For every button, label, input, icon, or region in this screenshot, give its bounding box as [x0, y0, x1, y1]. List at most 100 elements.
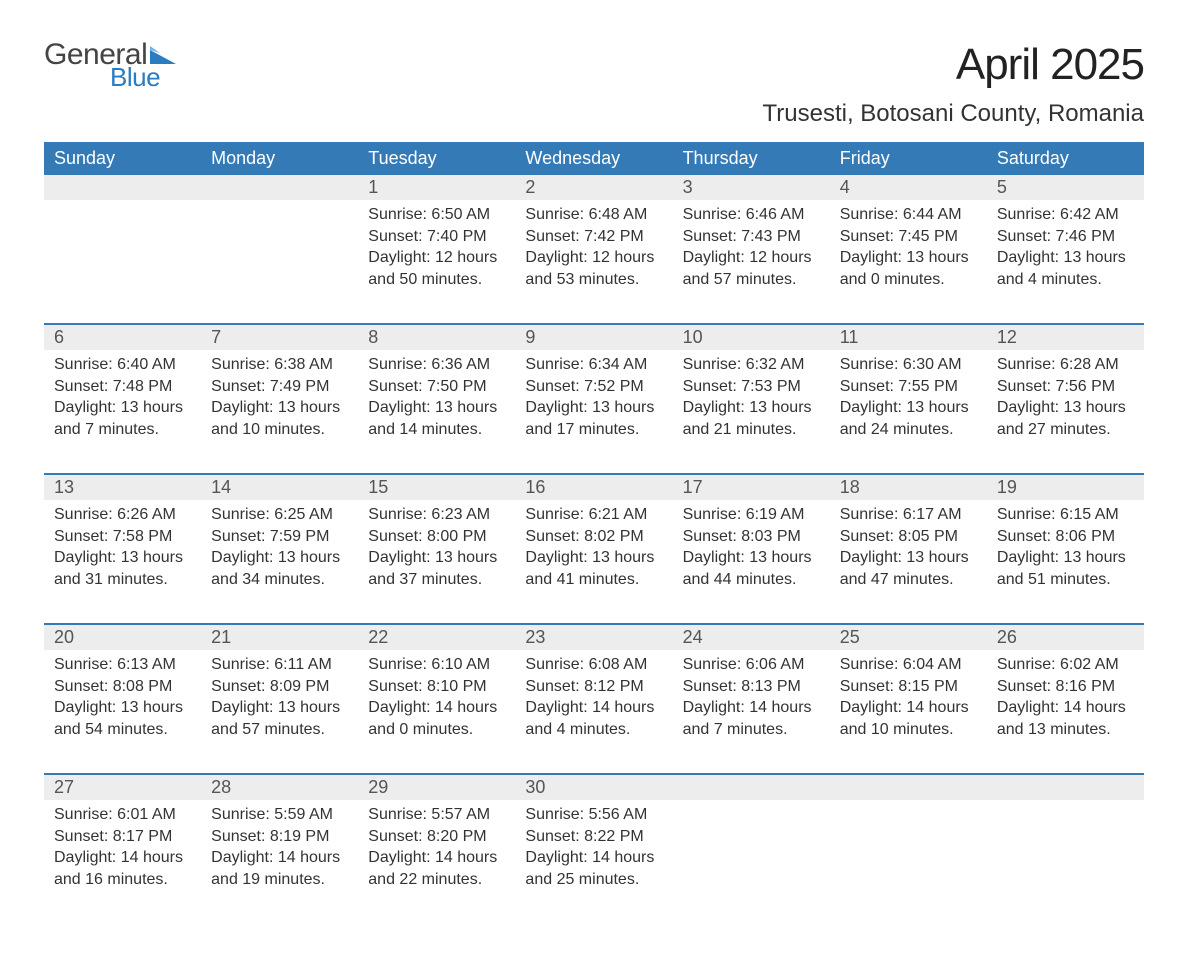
- sunrise-text: Sunrise: 6:04 AM: [840, 654, 977, 676]
- sunset-text: Sunset: 7:56 PM: [997, 376, 1134, 398]
- day-number-cell: 2: [515, 175, 672, 200]
- logo-word-2: Blue: [110, 64, 160, 90]
- sunset-text: Sunset: 8:10 PM: [368, 676, 505, 698]
- sunset-text: Sunset: 8:08 PM: [54, 676, 191, 698]
- sunrise-text: Sunrise: 6:10 AM: [368, 654, 505, 676]
- daylight-text: Daylight: 13 hours and 54 minutes.: [54, 697, 191, 740]
- day-cell: Sunrise: 6:42 AMSunset: 7:46 PMDaylight:…: [987, 200, 1144, 324]
- day-cell-body: Sunrise: 6:25 AMSunset: 7:59 PMDaylight:…: [201, 500, 358, 600]
- daylight-text: Daylight: 13 hours and 47 minutes.: [840, 547, 977, 590]
- daylight-text: Daylight: 13 hours and 44 minutes.: [683, 547, 820, 590]
- day-cell-body: Sunrise: 6:46 AMSunset: 7:43 PMDaylight:…: [673, 200, 830, 300]
- day-cell-body: Sunrise: 6:10 AMSunset: 8:10 PMDaylight:…: [358, 650, 515, 750]
- day-cell: Sunrise: 6:19 AMSunset: 8:03 PMDaylight:…: [673, 500, 830, 624]
- day-cell: Sunrise: 6:32 AMSunset: 7:53 PMDaylight:…: [673, 350, 830, 474]
- day-cell: Sunrise: 6:01 AMSunset: 8:17 PMDaylight:…: [44, 800, 201, 924]
- day-cell-body: Sunrise: 6:13 AMSunset: 8:08 PMDaylight:…: [44, 650, 201, 750]
- daylight-text: Daylight: 13 hours and 34 minutes.: [211, 547, 348, 590]
- day-cell: Sunrise: 6:17 AMSunset: 8:05 PMDaylight:…: [830, 500, 987, 624]
- sunrise-text: Sunrise: 5:56 AM: [525, 804, 662, 826]
- day-cell: Sunrise: 6:28 AMSunset: 7:56 PMDaylight:…: [987, 350, 1144, 474]
- day-cell: Sunrise: 6:26 AMSunset: 7:58 PMDaylight:…: [44, 500, 201, 624]
- day-number-cell: 16: [515, 474, 672, 500]
- daylight-text: Daylight: 12 hours and 50 minutes.: [368, 247, 505, 290]
- day-number-cell: 20: [44, 624, 201, 650]
- day-number-cell: 10: [673, 324, 830, 350]
- sunrise-text: Sunrise: 6:17 AM: [840, 504, 977, 526]
- day-cell-body: Sunrise: 6:08 AMSunset: 8:12 PMDaylight:…: [515, 650, 672, 750]
- sunrise-text: Sunrise: 6:15 AM: [997, 504, 1134, 526]
- day-cell: Sunrise: 6:04 AMSunset: 8:15 PMDaylight:…: [830, 650, 987, 774]
- daylight-text: Daylight: 13 hours and 14 minutes.: [368, 397, 505, 440]
- day-cell-body: Sunrise: 6:06 AMSunset: 8:13 PMDaylight:…: [673, 650, 830, 750]
- day-cell-body: Sunrise: 6:38 AMSunset: 7:49 PMDaylight:…: [201, 350, 358, 450]
- sunset-text: Sunset: 7:43 PM: [683, 226, 820, 248]
- sunrise-text: Sunrise: 6:48 AM: [525, 204, 662, 226]
- day-cell: Sunrise: 6:08 AMSunset: 8:12 PMDaylight:…: [515, 650, 672, 774]
- sunset-text: Sunset: 7:50 PM: [368, 376, 505, 398]
- day-cell-body: Sunrise: 6:15 AMSunset: 8:06 PMDaylight:…: [987, 500, 1144, 600]
- day-number-cell: 15: [358, 474, 515, 500]
- sunrise-text: Sunrise: 6:40 AM: [54, 354, 191, 376]
- day-cell: Sunrise: 6:15 AMSunset: 8:06 PMDaylight:…: [987, 500, 1144, 624]
- daylight-text: Daylight: 14 hours and 10 minutes.: [840, 697, 977, 740]
- day-cell: Sunrise: 6:21 AMSunset: 8:02 PMDaylight:…: [515, 500, 672, 624]
- week-row: Sunrise: 6:13 AMSunset: 8:08 PMDaylight:…: [44, 650, 1144, 774]
- day-cell-body: Sunrise: 6:44 AMSunset: 7:45 PMDaylight:…: [830, 200, 987, 300]
- day-cell: Sunrise: 6:13 AMSunset: 8:08 PMDaylight:…: [44, 650, 201, 774]
- sunrise-text: Sunrise: 5:57 AM: [368, 804, 505, 826]
- sunset-text: Sunset: 8:12 PM: [525, 676, 662, 698]
- sunset-text: Sunset: 7:49 PM: [211, 376, 348, 398]
- daylight-text: Daylight: 14 hours and 22 minutes.: [368, 847, 505, 890]
- day-cell-body: Sunrise: 6:01 AMSunset: 8:17 PMDaylight:…: [44, 800, 201, 900]
- day-number-row: 20212223242526: [44, 624, 1144, 650]
- sunrise-text: Sunrise: 6:01 AM: [54, 804, 191, 826]
- sunset-text: Sunset: 7:55 PM: [840, 376, 977, 398]
- sunset-text: Sunset: 8:13 PM: [683, 676, 820, 698]
- daylight-text: Daylight: 14 hours and 4 minutes.: [525, 697, 662, 740]
- day-cell: Sunrise: 6:34 AMSunset: 7:52 PMDaylight:…: [515, 350, 672, 474]
- day-number-cell: 18: [830, 474, 987, 500]
- day-cell-body: Sunrise: 6:32 AMSunset: 7:53 PMDaylight:…: [673, 350, 830, 450]
- sunrise-text: Sunrise: 6:42 AM: [997, 204, 1134, 226]
- day-cell: Sunrise: 6:11 AMSunset: 8:09 PMDaylight:…: [201, 650, 358, 774]
- day-number-cell: 28: [201, 774, 358, 800]
- day-cell-body: Sunrise: 6:17 AMSunset: 8:05 PMDaylight:…: [830, 500, 987, 600]
- day-cell: Sunrise: 6:44 AMSunset: 7:45 PMDaylight:…: [830, 200, 987, 324]
- day-cell: Sunrise: 6:25 AMSunset: 7:59 PMDaylight:…: [201, 500, 358, 624]
- sunrise-text: Sunrise: 6:11 AM: [211, 654, 348, 676]
- day-cell: Sunrise: 5:56 AMSunset: 8:22 PMDaylight:…: [515, 800, 672, 924]
- daylight-text: Daylight: 13 hours and 37 minutes.: [368, 547, 505, 590]
- day-cell-body: Sunrise: 6:40 AMSunset: 7:48 PMDaylight:…: [44, 350, 201, 450]
- sunrise-text: Sunrise: 6:25 AM: [211, 504, 348, 526]
- day-number-cell: 11: [830, 324, 987, 350]
- week-row: Sunrise: 6:40 AMSunset: 7:48 PMDaylight:…: [44, 350, 1144, 474]
- title-block: April 2025 Trusesti, Botosani County, Ro…: [762, 40, 1144, 138]
- daylight-text: Daylight: 14 hours and 19 minutes.: [211, 847, 348, 890]
- sunset-text: Sunset: 7:42 PM: [525, 226, 662, 248]
- sunset-text: Sunset: 7:52 PM: [525, 376, 662, 398]
- day-number-cell: 27: [44, 774, 201, 800]
- sunrise-text: Sunrise: 6:13 AM: [54, 654, 191, 676]
- sunset-text: Sunset: 8:05 PM: [840, 526, 977, 548]
- sunset-text: Sunset: 8:09 PM: [211, 676, 348, 698]
- daylight-text: Daylight: 13 hours and 10 minutes.: [211, 397, 348, 440]
- daylight-text: Daylight: 13 hours and 4 minutes.: [997, 247, 1134, 290]
- day-number-cell: [201, 175, 358, 200]
- header: General Blue April 2025 Trusesti, Botosa…: [44, 40, 1144, 138]
- logo: General Blue: [44, 40, 176, 90]
- daylight-text: Daylight: 12 hours and 57 minutes.: [683, 247, 820, 290]
- sunrise-text: Sunrise: 6:34 AM: [525, 354, 662, 376]
- daylight-text: Daylight: 14 hours and 25 minutes.: [525, 847, 662, 890]
- sunset-text: Sunset: 8:20 PM: [368, 826, 505, 848]
- day-number-cell: [830, 774, 987, 800]
- page-title: April 2025: [762, 40, 1144, 90]
- sunrise-text: Sunrise: 6:08 AM: [525, 654, 662, 676]
- sunrise-text: Sunrise: 6:32 AM: [683, 354, 820, 376]
- sunset-text: Sunset: 7:45 PM: [840, 226, 977, 248]
- day-number-cell: 21: [201, 624, 358, 650]
- calendar-table: Sunday Monday Tuesday Wednesday Thursday…: [44, 142, 1144, 924]
- day-number-cell: 29: [358, 774, 515, 800]
- day-number-cell: [673, 774, 830, 800]
- day-number-cell: 26: [987, 624, 1144, 650]
